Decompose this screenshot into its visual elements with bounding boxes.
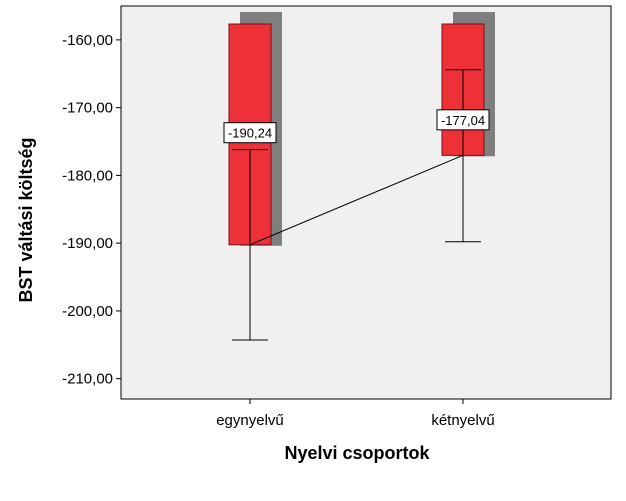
data-label: -177,04: [436, 109, 490, 131]
data-label-text: -190,24: [228, 126, 272, 141]
data-label: -190,24: [223, 122, 277, 144]
y-tick-label: -160,00: [62, 32, 113, 49]
y-axis: -160,00 -170,00 -180,00 -190,00 -200,00 -210,…: [62, 32, 121, 388]
y-tick-label: -200,00: [62, 303, 113, 320]
x-tick-label: egynyelvű: [216, 412, 284, 429]
error-bar: [445, 69, 481, 243]
y-tick-label: -180,00: [62, 167, 113, 184]
x-axis-title: Nyelvi csoportok: [284, 443, 430, 463]
x-axis: egynyelvű kétnyelvű: [216, 399, 495, 429]
y-tick-label: -210,00: [62, 371, 113, 388]
y-axis-title: BST váltási költség: [16, 137, 36, 302]
y-tick-label: -190,00: [62, 235, 113, 252]
x-tick-label: kétnyelvű: [431, 412, 494, 429]
plot-area: [120, 5, 612, 400]
bars-layer: -190,24 -177,04: [223, 12, 495, 341]
error-bar: [232, 149, 268, 341]
y-tick-label: -170,00: [62, 100, 113, 117]
data-label-text: -177,04: [441, 113, 485, 128]
mean-line: [249, 154, 464, 246]
